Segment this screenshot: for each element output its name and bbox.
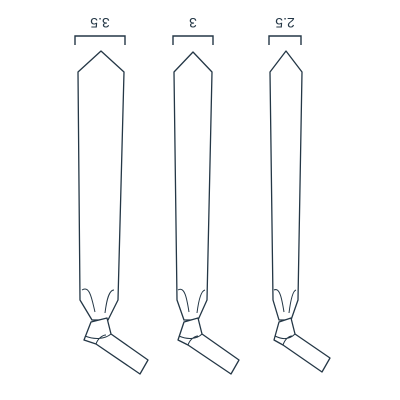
tie-narrow: 2.5	[268, 15, 331, 373]
tie-medium-knot-fold	[178, 333, 203, 346]
svg-text:2.5: 2.5	[275, 15, 295, 31]
tie-narrow-blade	[269, 50, 303, 321]
tie-wide-fold-lines	[81, 288, 115, 314]
tie-narrow-knot	[273, 317, 331, 373]
tie-wide-width-label: 3.5	[90, 15, 110, 31]
tie-medium-blade	[173, 51, 213, 321]
tie-medium-width-bracket	[172, 35, 214, 45]
tie-narrow-fold-lines	[273, 289, 297, 314]
svg-text:3.5: 3.5	[90, 15, 110, 31]
tie-narrow-width-bracket	[268, 35, 302, 45]
svg-text:3: 3	[189, 15, 197, 31]
tie-wide: 3.5	[74, 15, 149, 375]
tie-medium-knot	[177, 317, 240, 375]
tie-wide-blade	[77, 50, 125, 321]
tie-wide-knot-fold	[84, 333, 112, 345]
tie-narrow-knot-fold	[274, 333, 296, 346]
tie-medium: 3	[172, 15, 240, 375]
tie-medium-fold-lines	[177, 288, 206, 314]
tie-narrow-width-label: 2.5	[275, 15, 295, 31]
tie-wide-knot	[83, 317, 149, 375]
tie-wide-width-bracket	[74, 35, 126, 45]
tie-medium-width-label: 3	[189, 15, 197, 31]
